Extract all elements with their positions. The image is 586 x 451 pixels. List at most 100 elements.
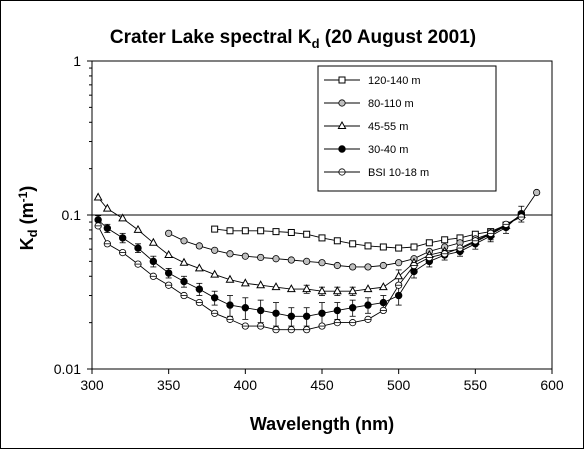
data-point xyxy=(303,230,311,238)
data-point xyxy=(118,234,127,242)
legend-label: 80-110 m xyxy=(368,98,414,110)
x-tick-label: 300 xyxy=(80,377,104,393)
data-point xyxy=(272,309,280,317)
data-point xyxy=(225,274,235,283)
data-point xyxy=(349,263,357,271)
axes: 300 350 400 450 500 550 600 0.01 0.1 1 xyxy=(54,53,564,393)
data-point xyxy=(94,222,102,230)
data-point xyxy=(302,312,311,320)
x-tick-label: 550 xyxy=(464,377,488,393)
legend-marker xyxy=(337,120,347,129)
data-point xyxy=(257,253,265,262)
data-point xyxy=(134,244,142,252)
legend-marker xyxy=(338,145,346,153)
data-point xyxy=(179,257,189,266)
x-tick-label: 600 xyxy=(540,377,564,393)
data-point xyxy=(241,322,249,330)
data-point xyxy=(333,319,341,327)
data-point xyxy=(286,284,296,293)
data-point xyxy=(119,248,127,257)
data-point xyxy=(317,286,327,295)
title-tail: (20 August 2001) xyxy=(320,27,477,48)
legend: 120-140 m 80-110 m 45-55 m 30-40 m BSI 10-18… xyxy=(317,65,497,192)
data-point xyxy=(195,298,203,307)
x-tick-label: 500 xyxy=(387,377,411,393)
data-point xyxy=(533,188,541,197)
data-point xyxy=(379,261,387,270)
y-label-mid: (m xyxy=(17,202,37,229)
data-point xyxy=(240,278,250,287)
data-point xyxy=(257,322,265,330)
data-point xyxy=(226,315,234,323)
data-point xyxy=(149,257,158,266)
series-4 xyxy=(94,213,525,334)
data-point xyxy=(256,306,265,315)
y-label-sub: d xyxy=(25,229,40,237)
x-tick-label: 350 xyxy=(157,377,181,393)
legend-label: 45-55 m xyxy=(368,121,408,133)
chart-title: Crater Lake spectral Kd (20 August 2001) xyxy=(110,27,476,51)
data-point xyxy=(379,306,387,315)
data-point xyxy=(303,257,311,265)
data-point xyxy=(287,228,295,236)
data-point xyxy=(318,309,326,317)
legend-label: BSI 10-18 m xyxy=(368,167,429,179)
y-tick-label: 0.1 xyxy=(62,207,82,223)
data-point xyxy=(165,281,173,289)
y-label-main: K xyxy=(17,237,37,250)
legend-label: 30-40 m xyxy=(368,144,408,156)
data-point xyxy=(410,243,418,251)
data-point xyxy=(272,326,280,334)
data-point xyxy=(318,259,326,267)
x-tick-label: 450 xyxy=(310,377,334,393)
data-point xyxy=(194,263,204,272)
data-point xyxy=(134,260,142,268)
data-point xyxy=(349,319,357,327)
data-point xyxy=(210,294,219,302)
data-point xyxy=(395,244,403,252)
data-point xyxy=(441,250,449,258)
y-label-tail: ) xyxy=(17,186,37,192)
data-point xyxy=(425,253,433,262)
data-point xyxy=(394,291,403,300)
data-point xyxy=(333,261,341,270)
data-point xyxy=(378,282,388,291)
data-point xyxy=(271,282,281,291)
data-point xyxy=(94,216,102,224)
data-point xyxy=(241,304,250,312)
data-point xyxy=(256,280,266,289)
data-point xyxy=(487,229,495,237)
data-point xyxy=(211,246,219,254)
data-point xyxy=(287,256,295,264)
data-point xyxy=(287,326,295,334)
data-point xyxy=(348,286,358,295)
data-point xyxy=(164,269,173,277)
data-point xyxy=(93,192,103,201)
data-point xyxy=(180,291,188,300)
data-point xyxy=(456,244,464,252)
data-point xyxy=(394,271,404,280)
data-point xyxy=(272,255,280,263)
data-point xyxy=(103,224,112,232)
data-point xyxy=(165,229,173,237)
legend-marker xyxy=(338,168,346,176)
data-point xyxy=(318,322,326,330)
data-point xyxy=(118,213,128,222)
data-point xyxy=(303,326,311,334)
x-tick-label: 400 xyxy=(234,377,258,393)
data-point xyxy=(502,220,510,228)
title-subscript: d xyxy=(312,36,320,51)
data-point xyxy=(180,277,188,286)
series-3 xyxy=(94,205,526,327)
data-point xyxy=(241,252,249,260)
x-axis-label: Wavelength (nm) xyxy=(250,414,394,434)
data-point xyxy=(226,250,234,258)
series-group xyxy=(93,188,541,334)
y-tick-label: 1 xyxy=(73,53,81,69)
data-point xyxy=(425,239,433,247)
data-point xyxy=(349,240,357,248)
data-point xyxy=(195,242,203,250)
data-point xyxy=(410,261,418,270)
y-label-sup: -1 xyxy=(16,191,30,202)
legend-box xyxy=(317,65,497,192)
